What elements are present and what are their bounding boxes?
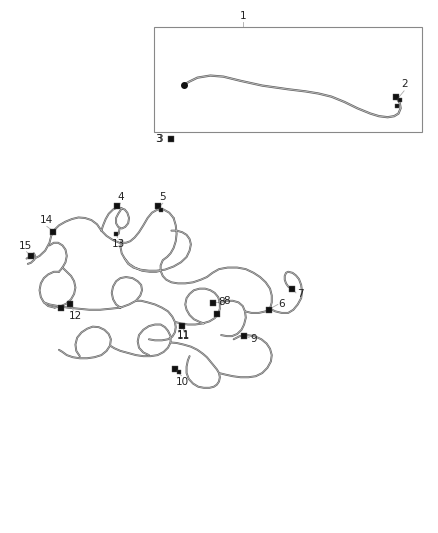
Text: 7: 7 xyxy=(297,289,304,299)
Text: 5: 5 xyxy=(159,192,166,202)
Text: 9: 9 xyxy=(250,334,257,344)
Text: 8: 8 xyxy=(223,296,230,306)
Bar xyxy=(154,27,422,132)
Text: 1: 1 xyxy=(240,11,246,21)
Text: 4: 4 xyxy=(117,192,124,202)
Text: 13: 13 xyxy=(112,239,125,248)
Text: 10: 10 xyxy=(176,377,189,387)
Text: 2: 2 xyxy=(402,79,408,90)
Text: 11: 11 xyxy=(177,331,190,341)
Text: 6: 6 xyxy=(279,300,285,310)
Text: 11: 11 xyxy=(177,330,190,340)
Text: 3: 3 xyxy=(155,134,162,144)
Text: 15: 15 xyxy=(19,241,32,251)
Text: 14: 14 xyxy=(39,215,53,225)
Text: 12: 12 xyxy=(69,311,82,321)
Text: 3: 3 xyxy=(156,134,163,144)
Text: 8: 8 xyxy=(218,297,225,308)
